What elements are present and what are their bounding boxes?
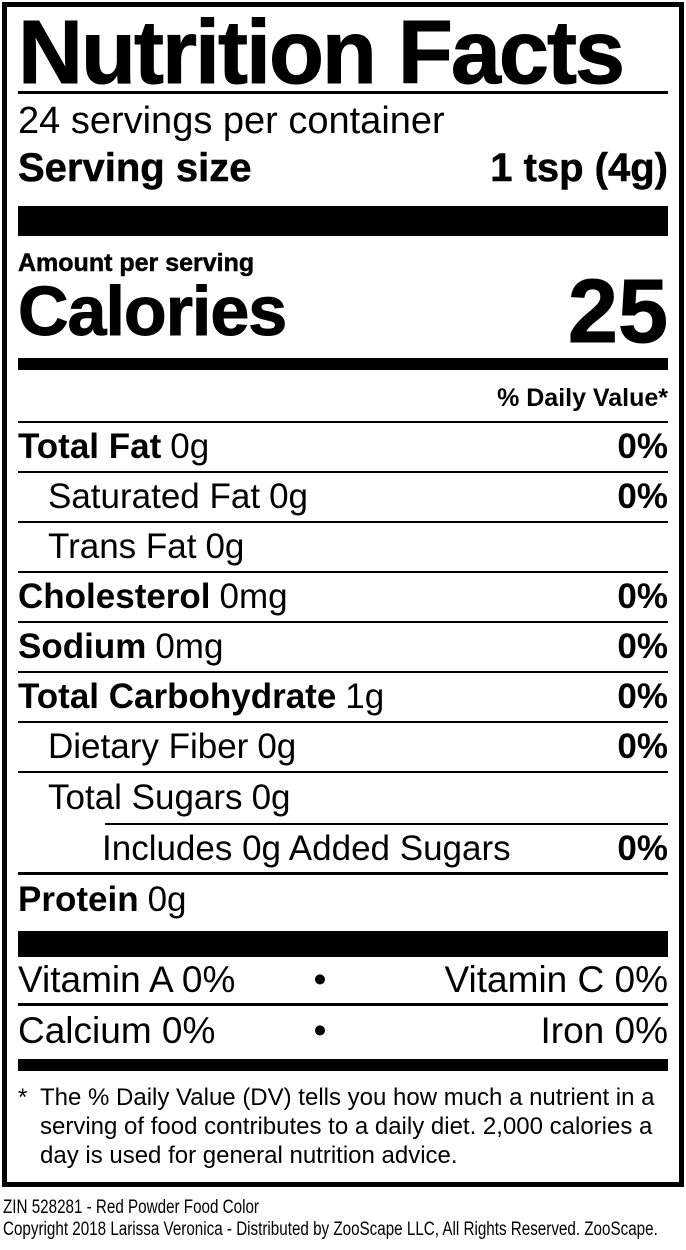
copyright-line: Copyright 2018 Larissa Veronica - Distri… [3,1219,686,1241]
nutrient-row-total-fat: Total Fat 0g 0% [18,423,668,473]
nutrient-daily-value: 0% [617,828,668,868]
nutrient-daily-value: 0% [617,577,668,616]
daily-value-header: % Daily Value* [18,370,668,423]
nutrient-amount: 0g [257,727,297,766]
nutrient-name: Dietary Fiber [48,727,249,766]
nutrient-name: Includes 0g Added Sugars [102,828,511,868]
nutrient-name-group: Protein 0g [18,880,187,920]
medium-divider-bar [18,1059,668,1071]
nutrient-name: Total Carbohydrate [18,677,337,716]
nutrient-name: Sodium [18,627,147,666]
nutrient-amount: 0g [147,880,187,919]
serving-size-label: Serving size [18,146,252,191]
calories-value: 25 [567,262,668,362]
nutrient-amount: 0g [205,527,245,566]
product-footer: ZIN 528281 - Red Powder Food Color Copyr… [3,1197,686,1241]
nutrient-name: Trans Fat [48,527,197,566]
nutrient-name: Total Fat [18,427,162,466]
calories-row: Calories 25 [17,262,668,362]
nutrient-row-protein: Protein 0g [18,875,668,925]
nutrient-row-total-sugars: Total Sugars 0g [18,773,668,823]
copyright-text: Copyright 2018 Larissa Veronica - Distri… [3,1219,658,1240]
serving-size-value: 1 tsp (4g) [490,146,668,191]
nutrient-name-group: Total Carbohydrate 1g [18,677,384,717]
serving-size-row: Serving size 1 tsp (4g) [18,144,669,206]
iron-value: Iron 0% [540,1009,668,1051]
nutrient-name-group: Sodium 0mg [18,627,223,667]
nutrient-name-group: Dietary Fiber 0g [18,727,296,767]
indented-separator-line [105,823,668,825]
nutrition-facts-label: Nutrition Facts 24 servings per containe… [2,2,684,1187]
product-id-text: ZIN 528281 - Red Powder Food Color [3,1197,259,1218]
nutrient-amount: 0mg [155,627,224,666]
calcium-value: Calcium 0% [18,1009,216,1051]
micronutrient-row-vitamins: Vitamin A 0% • Vitamin C 0% [18,957,668,1006]
nutrient-row-cholesterol: Cholesterol 0mg 0% [18,573,668,623]
bullet-separator: • [313,959,327,1000]
bullet-separator: • [313,1009,327,1051]
footnote-asterisk: * [18,1084,28,1111]
nutrient-row-saturated-fat: Saturated Fat 0g 0% [18,473,668,523]
nutrient-row-sodium: Sodium 0mg 0% [18,623,668,673]
nutrient-name-group: Cholesterol 0mg [18,577,288,617]
nutrient-daily-value: 0% [617,427,668,466]
nutrient-amount: 0g [269,477,309,516]
footnote-text: The % Daily Value (DV) tells you how muc… [40,1084,655,1169]
nutrient-name: Saturated Fat [48,477,261,516]
nutrient-name: Protein [18,880,139,919]
nutrient-name-group: Trans Fat 0g [18,527,244,567]
micronutrient-row-minerals: Calcium 0% • Iron 0% [18,1006,668,1055]
nutrient-name-group: Includes 0g Added Sugars [18,829,511,869]
nutrient-name-group: Total Fat 0g [18,427,209,467]
thick-divider-bar [18,931,668,957]
nutrient-name-group: Total Sugars 0g [18,778,291,818]
medium-divider-bar [18,358,668,370]
servings-per-container: 24 servings per container [18,100,445,142]
thick-divider-bar [18,206,668,236]
daily-value-footnote: * The % Daily Value (DV) tells you how m… [18,1083,668,1170]
nutrient-name: Total Sugars [48,778,243,817]
vitamin-c-value: Vitamin C 0% [444,959,668,1000]
nutrient-amount: 0mg [219,577,288,616]
vitamin-a-value: Vitamin A 0% [18,959,236,1000]
nutrient-row-dietary-fiber: Dietary Fiber 0g 0% [18,723,668,773]
product-id-line: ZIN 528281 - Red Powder Food Color [3,1197,686,1219]
nutrient-row-trans-fat: Trans Fat 0g [18,523,668,573]
nutrient-daily-value: 0% [617,677,668,716]
nutrient-row-added-sugars: Includes 0g Added Sugars 0% [18,825,668,875]
nutrient-amount: 0g [251,778,291,817]
nutrient-daily-value: 0% [617,627,668,666]
nutrient-row-total-carbohydrate: Total Carbohydrate 1g 0% [18,673,668,723]
amount-per-serving-label: Amount per serving [18,249,255,278]
label-title: Nutrition Facts [18,7,668,99]
nutrient-amount: 0g [170,427,210,466]
nutrient-name-group: Saturated Fat 0g [18,477,308,517]
nutrient-daily-value: 0% [617,477,668,516]
nutrient-daily-value: 0% [617,727,668,766]
nutrient-name: Cholesterol [18,577,211,616]
calories-label: Calories [17,272,287,350]
nutrient-amount: 1g [345,677,385,716]
